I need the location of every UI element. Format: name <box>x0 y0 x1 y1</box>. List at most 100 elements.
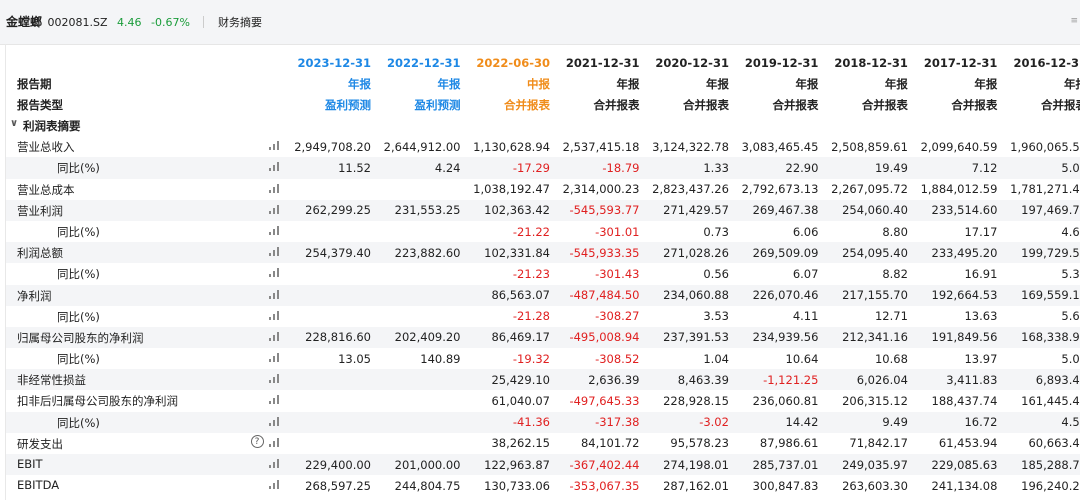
table-cell: 13.63 <box>964 309 998 324</box>
bar-chart-icon[interactable] <box>268 457 280 469</box>
header-label-cell: 报告期 <box>6 73 286 94</box>
table-cell: 234,060.88 <box>643 284 733 306</box>
row-label: 同比(%) <box>57 309 100 324</box>
table-cell: 199,729.57 <box>1001 242 1080 264</box>
column-date[interactable]: 2016-12-31 <box>1013 55 1080 70</box>
column-period: 年报 <box>1064 76 1080 91</box>
table-cell: 2,644,912.00 <box>383 139 461 154</box>
table-row: 同比(%) 11.52 4.24 -17.29 -18.79 1.33 22.90 19.49… <box>6 157 1080 179</box>
table-cell: 22.90 <box>732 157 823 179</box>
table-cell: -21.23 <box>512 266 550 281</box>
table-cell: 7.12 <box>911 157 1002 179</box>
row-label-cell: EBIT <box>6 454 286 476</box>
help-icon[interactable]: ? <box>250 434 264 448</box>
bar-chart-icon[interactable] <box>268 372 280 384</box>
table-row: 非经常性损益 25,429.10 2,636.39 8,463.39 -1,121.25… <box>6 369 1080 391</box>
table-cell: 5.60 <box>1061 309 1080 324</box>
table-cell: 229,400.00 <box>285 454 376 476</box>
column-date[interactable]: 2018-12-31 <box>834 55 908 70</box>
bar-chart-icon[interactable] <box>268 351 280 363</box>
bar-chart-icon[interactable] <box>268 330 280 342</box>
bar-chart-icon[interactable] <box>268 478 280 490</box>
table-cell: 191,849.56 <box>911 326 1002 349</box>
column-date[interactable]: 2020-12-31 <box>655 55 729 70</box>
table-cell: -17.29 <box>464 157 554 179</box>
row-label: 净利润 <box>17 288 52 303</box>
table-cell: 2,792,673.13 <box>741 182 819 197</box>
table-row: 归属母公司股东的净利润 228,816.60 202,409.20 86,469.17… <box>6 326 1080 349</box>
table-cell: 2,823,437.26 <box>652 182 729 197</box>
row-label-cell: EBITDA <box>6 475 286 496</box>
stock-price: 4.46 <box>117 16 142 29</box>
column-date[interactable]: 2023-12-31 <box>297 55 372 70</box>
row-label: EBITDA <box>17 478 60 493</box>
table-cell: 226,070.46 <box>732 284 823 306</box>
section-cell[interactable]: ∨ 利润表摘要 <box>6 115 1080 136</box>
column-type: 合并报表 <box>861 97 908 112</box>
table-cell: 169,559.10 <box>1001 284 1080 306</box>
table-cell: 254,379.40 <box>285 242 376 264</box>
bar-chart-icon[interactable] <box>268 288 280 300</box>
stock-name: 金螳螂 <box>6 15 43 29</box>
column-date[interactable]: 2022-06-30 <box>476 55 550 70</box>
financial-summary-panel: 2023-12-31 2022-12-31 2022-06-30 2021-12-31… <box>5 44 1080 500</box>
table-cell: -21.28 <box>512 309 550 324</box>
column-date[interactable]: 2019-12-31 <box>744 55 819 70</box>
bar-chart-icon[interactable] <box>268 160 280 172</box>
table-cell: 6,026.04 <box>822 369 912 391</box>
table-cell: 61,040.07 <box>491 394 550 409</box>
table-cell: 241,134.08 <box>931 478 998 493</box>
table-cell: 2,949,708.20 <box>294 139 372 154</box>
column-period: 年报 <box>884 76 908 91</box>
table-cell: 1,781,271.41 <box>1010 182 1080 197</box>
header-row-type: 报告类型 盈利预测 盈利预测 合并报表 合并报表 合并报表 合并报表 合并报表 合并报表 合并报表 <box>6 94 1080 115</box>
table-cell: 11.52 <box>285 157 376 179</box>
column-date[interactable]: 2022-12-31 <box>386 55 461 70</box>
table-cell: -301.43 <box>595 266 640 281</box>
bar-chart-icon[interactable] <box>268 393 280 405</box>
bar-chart-icon[interactable] <box>268 309 280 321</box>
table-row: 同比(%) 13.05 140.89 -19.32 -308.52 1.04 10.64 10… <box>6 348 1080 369</box>
table-cell <box>285 411 376 433</box>
bar-chart-icon[interactable] <box>268 182 280 194</box>
column-type: 合并报表 <box>503 97 550 112</box>
table-cell <box>375 306 464 327</box>
table-cell: 10.64 <box>785 351 819 366</box>
table-cell: 1.33 <box>643 157 733 179</box>
table-cell: 5.07 <box>1001 157 1080 179</box>
bar-chart-icon[interactable] <box>268 139 280 151</box>
menu-icon[interactable]: ≡ <box>1070 16 1078 26</box>
bar-chart-icon[interactable] <box>268 203 280 215</box>
chevron-down-icon[interactable]: ∨ <box>10 118 19 129</box>
column-date[interactable]: 2017-12-31 <box>923 55 998 70</box>
bar-chart-icon[interactable] <box>268 266 280 278</box>
table-cell: 223,882.60 <box>375 242 465 264</box>
table-row: 扣非后归属母公司股东的净利润 61,040.07 -497,645.33 228,92… <box>6 390 1080 411</box>
bar-chart-icon[interactable] <box>268 224 280 236</box>
table-cell: -487,484.50 <box>553 284 644 306</box>
row-label: 同比(%) <box>57 267 100 282</box>
table-cell: 86,563.07 <box>464 284 554 306</box>
table-cell: -367,402.44 <box>553 454 644 476</box>
section-row[interactable]: ∨ 利润表摘要 <box>6 115 1080 136</box>
bar-chart-icon[interactable] <box>268 245 280 257</box>
table-cell: 300,847.83 <box>752 478 819 493</box>
row-label-cell: 同比(%) <box>6 157 286 179</box>
table-cell: 212,341.16 <box>822 326 912 349</box>
row-label-cell: 净利润 <box>6 284 286 306</box>
header-label: 报告期 <box>17 77 52 91</box>
table-cell <box>286 263 375 284</box>
table-cell: 16.72 <box>911 411 1002 433</box>
table-cell <box>375 411 465 433</box>
column-date[interactable]: 2021-12-31 <box>565 55 640 70</box>
row-label-cell: 同比(%) <box>6 411 286 433</box>
table-cell: 17.17 <box>964 224 998 239</box>
row-label-cell: 利润总额 <box>6 242 286 264</box>
column-period: 年报 <box>974 76 998 91</box>
bar-chart-icon[interactable] <box>268 415 280 427</box>
bar-chart-icon[interactable] <box>268 436 280 448</box>
row-label: 同比(%) <box>57 224 100 239</box>
table-cell: 168,338.94 <box>1001 326 1080 349</box>
table-cell: 196,240.26 <box>1021 478 1080 493</box>
table-cell: 233,514.60 <box>911 199 1002 221</box>
